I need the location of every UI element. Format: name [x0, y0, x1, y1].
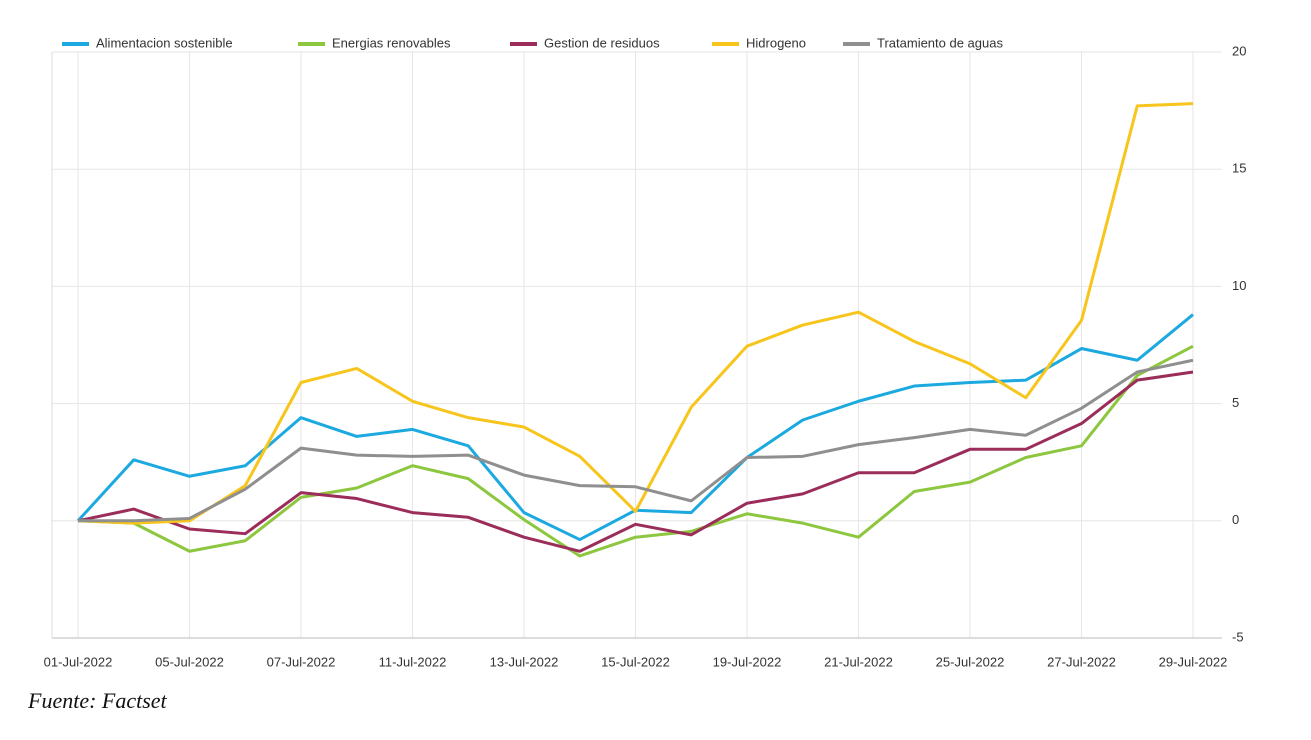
x-tick-label: 15-Jul-2022 [601, 654, 670, 669]
x-tick-label: 27-Jul-2022 [1047, 654, 1116, 669]
legend-label: Tratamiento de aguas [877, 35, 1003, 50]
line-series [77, 102, 1194, 525]
legend-label: Energias renovables [332, 35, 451, 50]
y-tick-label: 20 [1232, 43, 1246, 58]
x-tick-label: 21-Jul-2022 [824, 654, 893, 669]
line-series [77, 344, 1194, 558]
y-tick-label: 5 [1232, 395, 1239, 410]
x-tick-label: 11-Jul-2022 [379, 654, 447, 669]
y-tick-label: 0 [1232, 512, 1239, 527]
x-tick-label: 19-Jul-2022 [713, 654, 782, 669]
x-tick-label: 05-Jul-2022 [155, 654, 224, 669]
source: Fuente: Factset [27, 688, 168, 713]
x-tick-label: 01-Jul-2022 [44, 654, 113, 669]
line-series [77, 370, 1194, 553]
line-series [78, 358, 1194, 523]
x-tick-label: 25-Jul-2022 [936, 654, 1005, 669]
legend-label: Alimentacion sostenible [96, 35, 233, 50]
y-tick-label: 15 [1232, 161, 1246, 176]
x-tick-label: 07-Jul-2022 [267, 654, 336, 669]
legend-label: Gestion de residuos [544, 35, 660, 50]
y-tick-label: 10 [1232, 278, 1246, 293]
x-tick-label: 13-Jul-2022 [490, 654, 559, 669]
x-tick-label: 29-Jul-2022 [1159, 654, 1228, 669]
y-tick-label: -5 [1232, 629, 1244, 644]
legend-label: Hidrogeno [746, 35, 806, 50]
